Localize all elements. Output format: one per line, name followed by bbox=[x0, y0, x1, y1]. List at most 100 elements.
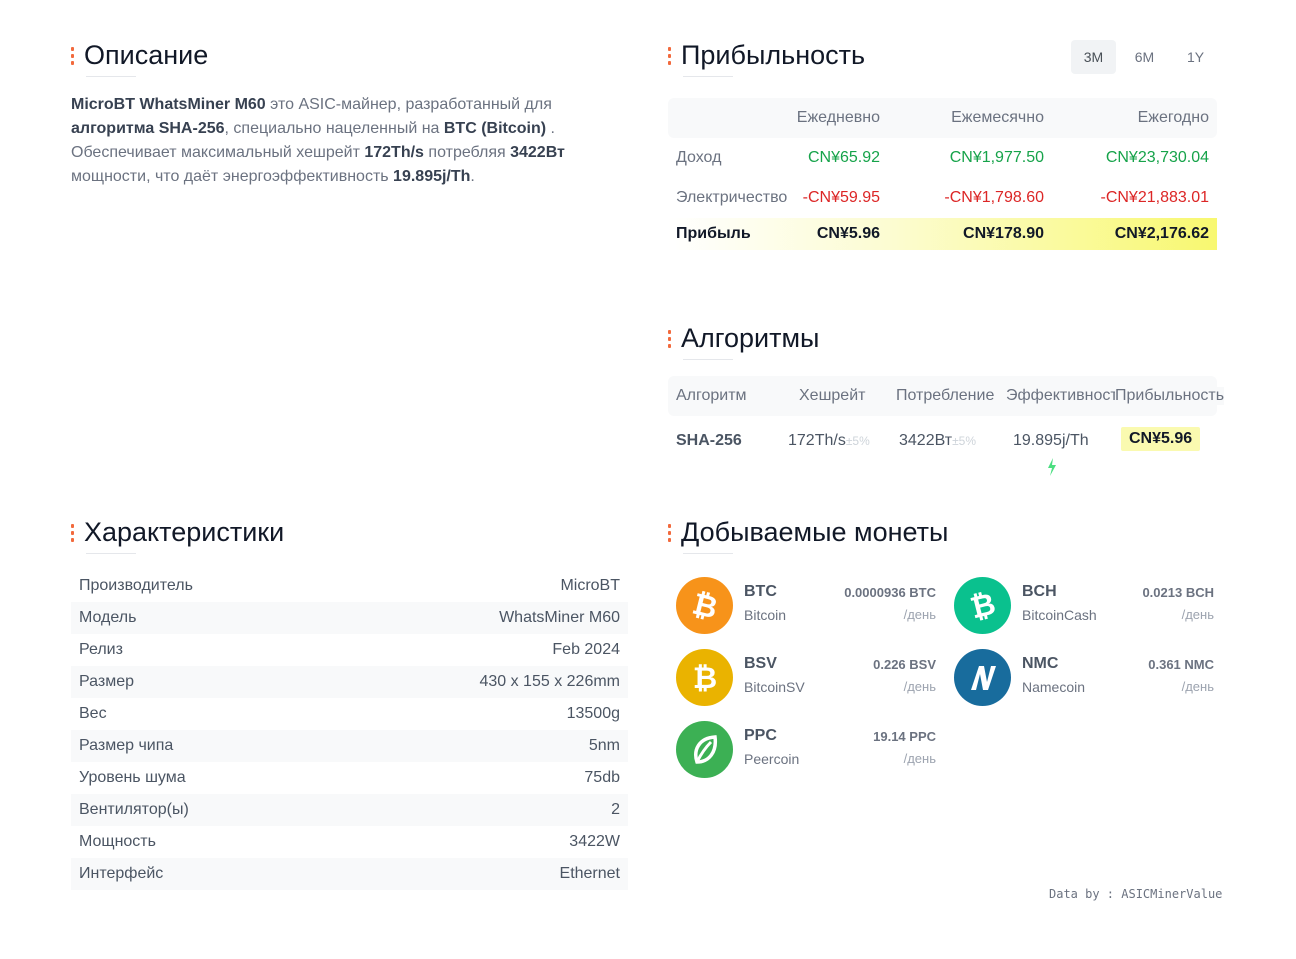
spec-label: Уровень шума bbox=[79, 769, 186, 786]
power-value: 3422Вт bbox=[899, 432, 953, 449]
row-label: Прибыль bbox=[676, 225, 751, 242]
hashrate-value: 172Th/s bbox=[364, 144, 424, 161]
title-marker bbox=[668, 46, 672, 65]
spec-row-release: Релиз Feb 2024 bbox=[71, 634, 628, 666]
table-header: Ежедневно Ежемесячно Ежегодно bbox=[668, 98, 1217, 138]
hashrate-tolerance: ±5% bbox=[845, 434, 870, 448]
specs-title: Характеристики bbox=[71, 517, 284, 548]
header-hashrate: Хешрейт bbox=[799, 387, 866, 404]
coin-symbol: NMC bbox=[1022, 655, 1059, 672]
spec-row-noise: Уровень шума 75db bbox=[71, 762, 628, 794]
coin-symbol: BSV bbox=[744, 655, 777, 672]
desc-part: . Обеспечивает максимальный хешрейт bbox=[71, 120, 555, 161]
coin-symbol: BCH bbox=[1022, 583, 1057, 600]
profitability-title: Прибыльность bbox=[668, 40, 865, 71]
coin-name: Peercoin bbox=[744, 751, 800, 767]
efficiency-value: 19.895j/Th bbox=[393, 168, 471, 185]
coin-name: Bitcoin bbox=[744, 607, 787, 623]
coin-period: /день bbox=[903, 751, 936, 766]
income-yearly: CN¥23,730.04 bbox=[1105, 149, 1209, 166]
spec-label: Интерфейс bbox=[79, 865, 164, 882]
row-label: Доход bbox=[676, 149, 722, 166]
header-efficiency: Эффективность bbox=[1006, 387, 1127, 404]
svg-text:₿: ₿ bbox=[967, 589, 999, 623]
electricity-monthly: -CN¥1,798.60 bbox=[944, 189, 1044, 206]
title-underline bbox=[86, 553, 136, 554]
range-tab-1y[interactable]: 1Y bbox=[1186, 49, 1205, 65]
algorithms-title-text: Алгоритмы bbox=[681, 323, 820, 353]
spec-value: 2 bbox=[611, 801, 620, 818]
desc-part: . bbox=[470, 168, 475, 185]
title-marker bbox=[71, 46, 75, 65]
description-text: MicroBT WhatsMiner M60 это ASIC-майнер, … bbox=[71, 93, 611, 189]
algo-name: алгоритма SHA-256 bbox=[71, 120, 225, 137]
spec-label: Релиз bbox=[79, 641, 123, 658]
header-monthly: Ежемесячно bbox=[951, 109, 1044, 126]
spec-row-chip-size: Размер чипа 5nm bbox=[71, 730, 628, 762]
coin-nmc[interactable]: NMC Namecoin 0.361 NMC /день bbox=[954, 649, 1214, 709]
table-row: SHA-256 172Th/s±5% 3422Вт±5% 19.895j/Th … bbox=[668, 416, 1217, 496]
coin-period: /день bbox=[1181, 679, 1214, 694]
spec-label: Модель bbox=[79, 609, 137, 626]
lightning-icon bbox=[1047, 458, 1057, 481]
coin-period: /день bbox=[903, 679, 936, 694]
coin-name: BitcoinSV bbox=[744, 679, 805, 695]
description-title: Описание bbox=[71, 40, 208, 71]
electricity-yearly: -CN¥21,883.01 bbox=[1100, 189, 1209, 206]
profitability-title-text: Прибыльность bbox=[681, 40, 866, 70]
spec-label: Вес bbox=[79, 705, 107, 722]
spec-label: Размер bbox=[79, 673, 134, 690]
spec-value: 75db bbox=[584, 769, 620, 786]
coin-amount: 0.0213 BCH bbox=[1142, 585, 1214, 600]
spec-value: 430 x 155 x 226mm bbox=[479, 673, 620, 690]
coin-ppc[interactable]: PPC Peercoin 19.14 PPC /день bbox=[676, 721, 936, 781]
desc-part: потребляя bbox=[423, 144, 511, 161]
title-underline bbox=[683, 76, 733, 77]
coin-symbol: BTC bbox=[744, 583, 777, 600]
spec-row-weight: Вес 13500g bbox=[71, 698, 628, 730]
coin-bsv[interactable]: ₿ BSV BitcoinSV 0.226 BSV /день bbox=[676, 649, 936, 709]
spec-row-model: Модель WhatsMiner M60 bbox=[71, 602, 628, 634]
desc-part: , специально нацеленный на bbox=[224, 120, 444, 137]
range-tab-6m[interactable]: 6M bbox=[1134, 49, 1155, 65]
table-row-electricity: Электричество -CN¥59.95 -CN¥1,798.60 -CN… bbox=[668, 178, 1217, 218]
coin-name: BTC (Bitcoin) bbox=[443, 120, 547, 137]
coin-btc[interactable]: ₿ BTC Bitcoin 0.0000936 BTC /день bbox=[676, 577, 936, 637]
spec-value: Ethernet bbox=[559, 865, 620, 882]
coin-symbol: PPC bbox=[744, 727, 777, 744]
profit-monthly: CN¥178.90 bbox=[963, 225, 1044, 242]
title-marker bbox=[71, 523, 75, 542]
spec-row-power: Мощность 3422W bbox=[71, 826, 628, 858]
bitcoin-sv-icon: ₿ bbox=[676, 649, 733, 706]
spec-row-size: Размер 430 x 155 x 226mm bbox=[71, 666, 628, 698]
efficiency-value: 19.895j/Th bbox=[1013, 432, 1089, 449]
coin-amount: 19.14 PPC bbox=[873, 729, 936, 744]
hashrate-value: 172Th/s bbox=[788, 432, 846, 449]
algorithms-title: Алгоритмы bbox=[668, 323, 819, 354]
algo-name: SHA-256 bbox=[676, 432, 742, 449]
header-daily: Ежедневно bbox=[796, 109, 880, 126]
spec-value: 5nm bbox=[588, 737, 620, 754]
coin-bch[interactable]: ₿ BCH BitcoinCash 0.0213 BCH /день bbox=[954, 577, 1214, 637]
bitcoin-icon: ₿ bbox=[676, 577, 733, 634]
coin-name: Namecoin bbox=[1022, 679, 1086, 695]
range-tabs: 3M 6M 1Y bbox=[1071, 40, 1218, 74]
spec-label: Мощность bbox=[79, 833, 156, 850]
table-row-income: Доход CN¥65.92 CN¥1,977.50 CN¥23,730.04 bbox=[668, 138, 1217, 178]
specs-table: Производитель MicroBT Модель WhatsMiner M6… bbox=[71, 570, 628, 890]
electricity-daily: -CN¥59.95 bbox=[802, 189, 880, 206]
income-daily: CN¥65.92 bbox=[807, 149, 880, 166]
range-tab-3m[interactable]: 3M bbox=[1071, 40, 1116, 74]
coins-title: Добываемые монеты bbox=[668, 517, 948, 548]
power-tolerance: ±5% bbox=[952, 434, 976, 448]
header-algorithm: Алгоритм bbox=[676, 387, 747, 404]
table-header: Алгоритм Хешрейт Потребление Эффективнос… bbox=[668, 376, 1225, 416]
desc-part: мощности, что даёт энергоэффективность bbox=[71, 168, 394, 185]
profitability-table: Ежедневно Ежемесячно Ежегодно Доход CN¥6… bbox=[668, 98, 1217, 250]
hashrate-cell: 172Th/s±5% bbox=[788, 432, 870, 450]
svg-text:₿: ₿ bbox=[689, 589, 721, 623]
peercoin-icon bbox=[676, 721, 733, 778]
profit-yearly: CN¥2,176.62 bbox=[1114, 225, 1209, 242]
profit-daily: CN¥5.96 bbox=[816, 225, 880, 242]
title-marker bbox=[668, 523, 672, 542]
